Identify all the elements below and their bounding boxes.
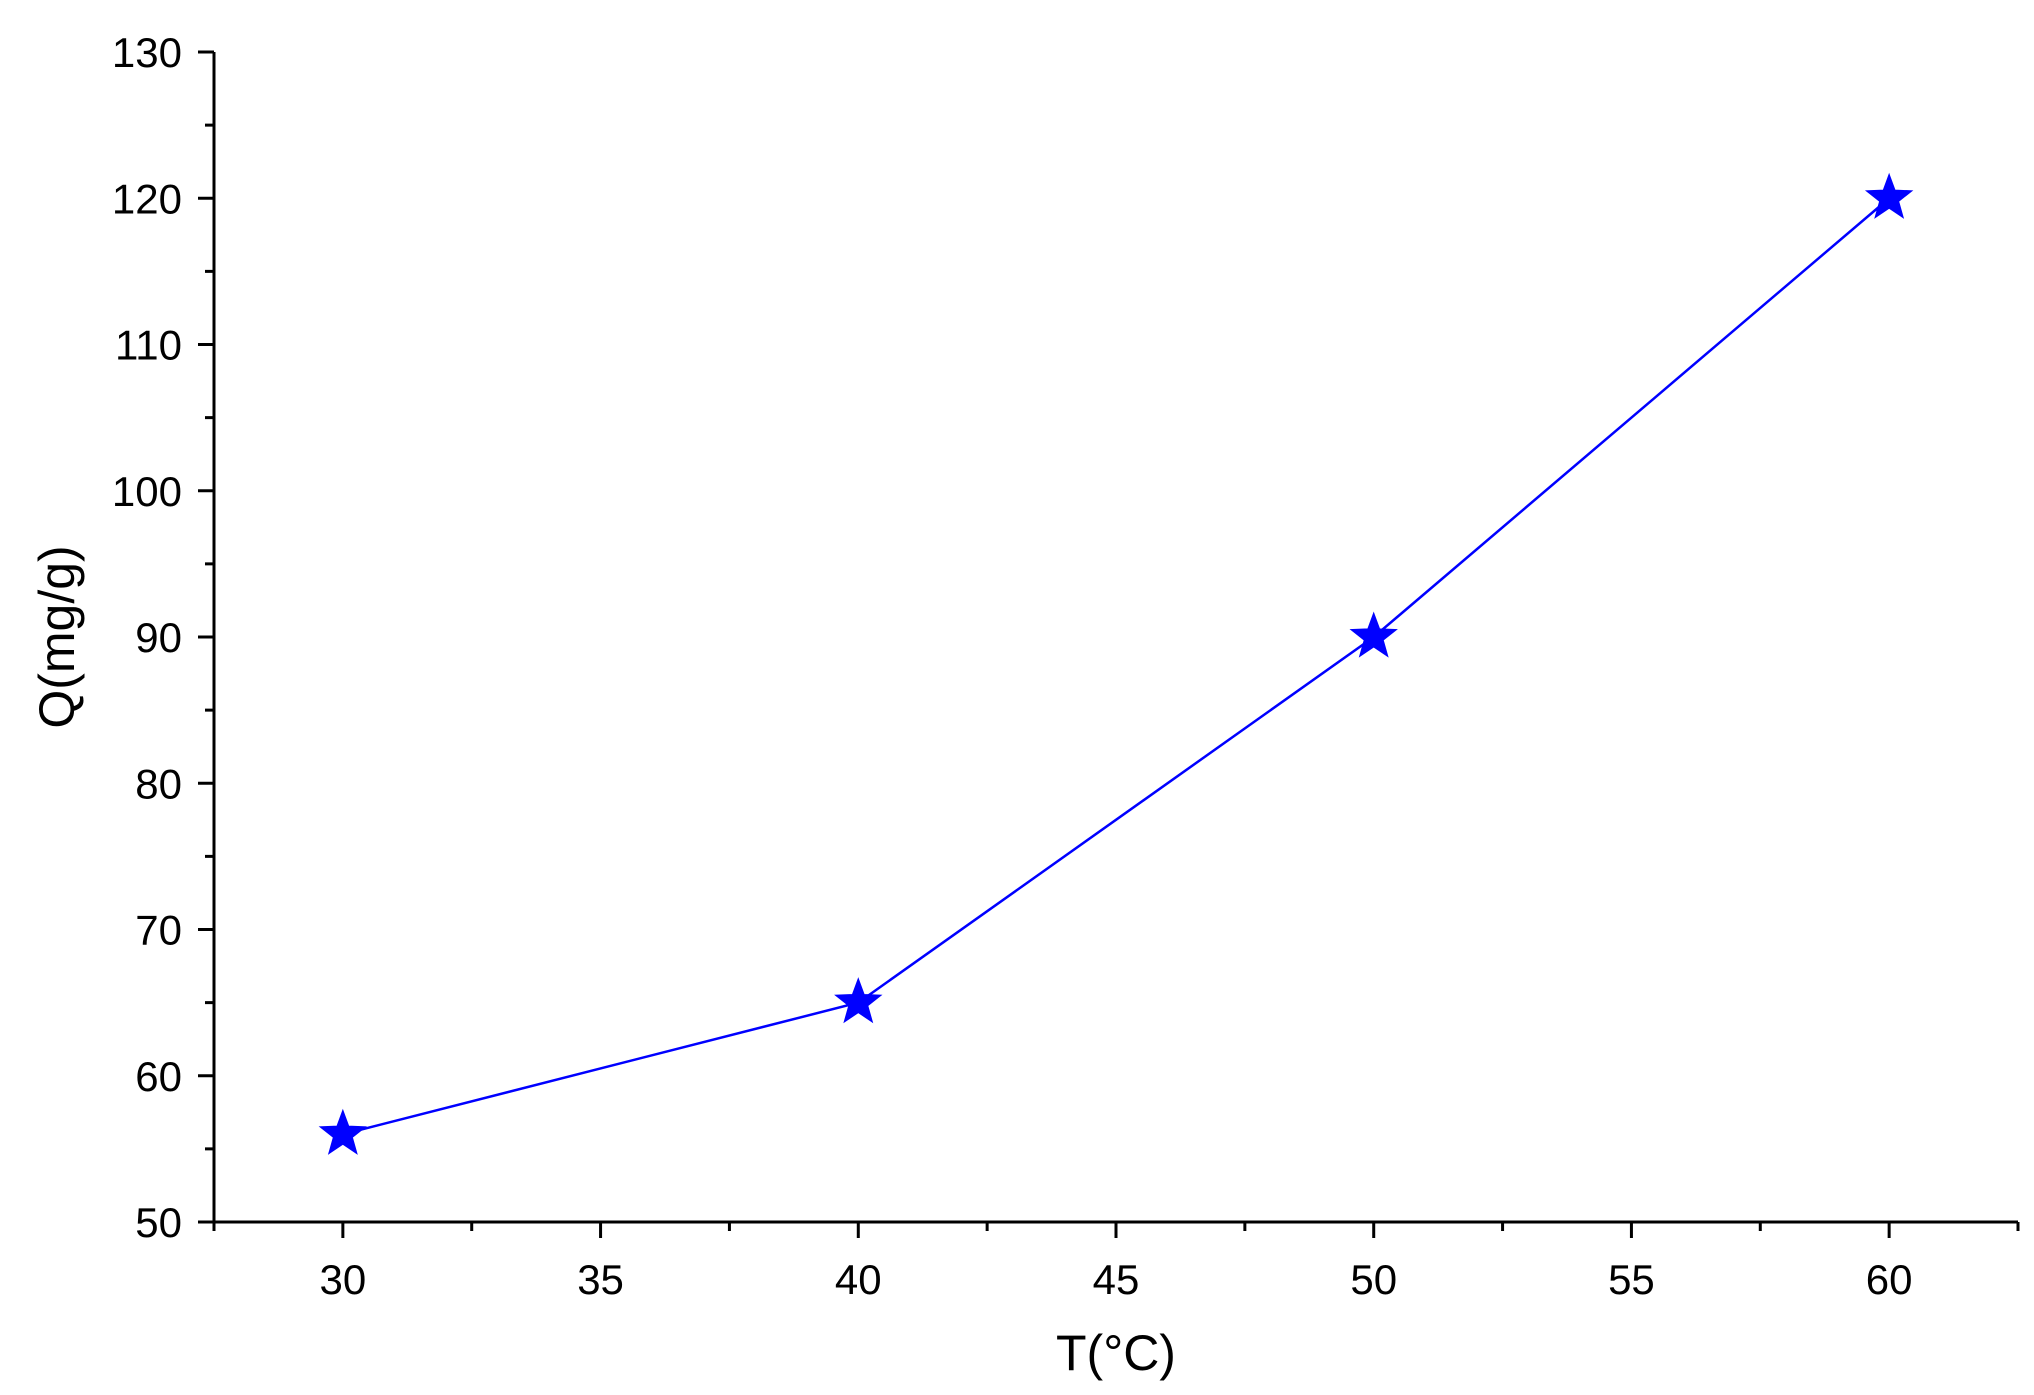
series-line xyxy=(342,197,1890,1136)
y-tick-label: 110 xyxy=(115,322,182,369)
star-point xyxy=(1864,172,1914,219)
y-tick-label: 130 xyxy=(112,29,182,76)
star-point xyxy=(318,1108,368,1155)
x-tick-label: 35 xyxy=(577,1256,624,1303)
axes: 30 35 40 45 50 55 60 50 60 70 80 90 100 110 120 130 xyxy=(112,29,2020,1303)
y-tick-label: 100 xyxy=(112,468,182,515)
x-tick-label: 45 xyxy=(1093,1256,1140,1303)
y-tick-label: 120 xyxy=(112,175,182,222)
y-tick-label: 60 xyxy=(135,1053,182,1100)
x-tick-label: 50 xyxy=(1350,1256,1397,1303)
x-tick-label: 30 xyxy=(319,1256,366,1303)
series-group xyxy=(318,172,1914,1155)
y-tick-label: 80 xyxy=(135,760,182,807)
x-tick-label: 40 xyxy=(835,1256,882,1303)
y-tick-label: 70 xyxy=(135,907,182,954)
x-tick-label: 60 xyxy=(1866,1256,1913,1303)
star-point xyxy=(834,977,883,1024)
x-tick-label: 55 xyxy=(1608,1256,1655,1303)
y-axis-title: Q(mg/g) xyxy=(29,545,85,728)
x-axis-title: T(°C) xyxy=(1056,1325,1176,1381)
y-tick-label: 50 xyxy=(135,1199,182,1246)
star-point xyxy=(1349,611,1398,658)
y-tick-label: 90 xyxy=(135,614,182,661)
